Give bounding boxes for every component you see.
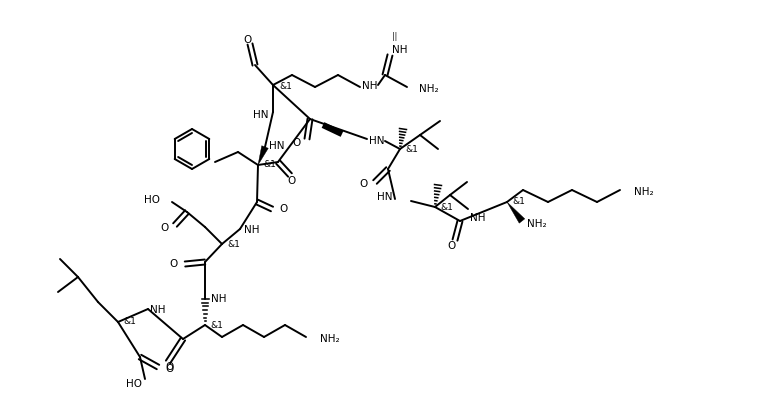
Text: NH: NH xyxy=(244,225,259,235)
Text: O: O xyxy=(293,138,301,148)
Text: HN: HN xyxy=(269,141,284,151)
Text: ||: || xyxy=(392,32,397,41)
Text: NH₂: NH₂ xyxy=(634,187,654,197)
Text: NH₂: NH₂ xyxy=(419,84,439,94)
Text: &1: &1 xyxy=(440,203,453,212)
Text: &1: &1 xyxy=(279,82,292,91)
Text: O: O xyxy=(447,241,455,251)
Text: O: O xyxy=(279,204,287,214)
Text: NH₂: NH₂ xyxy=(320,334,340,344)
Text: &1: &1 xyxy=(210,321,223,330)
Text: NH: NH xyxy=(150,305,166,315)
Text: O: O xyxy=(166,364,174,374)
Text: HO: HO xyxy=(126,379,142,389)
Text: NH: NH xyxy=(392,45,407,55)
Text: HN: HN xyxy=(253,110,269,120)
Text: O: O xyxy=(360,179,368,189)
Text: NH: NH xyxy=(470,213,486,223)
Text: &1: &1 xyxy=(123,317,136,326)
Text: HO: HO xyxy=(144,195,160,205)
Text: HN: HN xyxy=(369,136,384,146)
Text: NH: NH xyxy=(211,294,226,304)
Text: HN: HN xyxy=(377,192,392,202)
Polygon shape xyxy=(258,146,268,165)
Text: O: O xyxy=(161,223,169,233)
Text: O: O xyxy=(169,259,178,269)
Text: NH: NH xyxy=(362,81,377,91)
Polygon shape xyxy=(507,202,524,223)
Text: O: O xyxy=(288,176,296,186)
Text: &1: &1 xyxy=(405,145,418,154)
Text: &1: &1 xyxy=(512,197,525,206)
Text: &1: &1 xyxy=(263,160,276,169)
Text: NH₂: NH₂ xyxy=(527,219,547,229)
Text: &1: &1 xyxy=(227,240,240,249)
Text: O: O xyxy=(244,35,252,45)
Text: O: O xyxy=(165,362,173,372)
